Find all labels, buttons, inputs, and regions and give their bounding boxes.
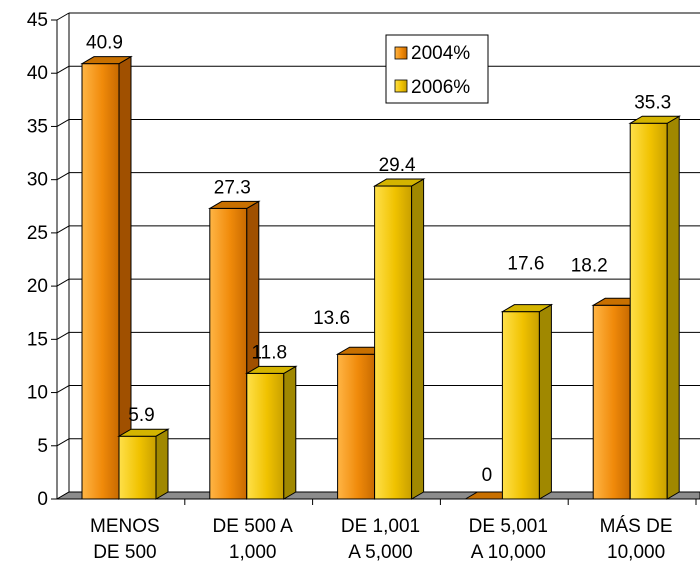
legend-label-2004: 2004% [411,43,470,64]
gridline-slant [56,278,70,287]
data-label: 35.3 [634,92,671,113]
x-tick-label: MENOS DE 500 [90,516,160,563]
bar-front [592,304,631,500]
x-tick-label: DE 1,001 A 5,000 [341,516,420,563]
data-label: 29.4 [379,155,416,176]
bar-front [629,122,668,500]
bars [80,55,682,500]
bar-top [117,428,170,437]
bar [80,55,133,500]
data-labels: 40.9 5.9 27.3 11.8 13.6 29.4 0 17.6 18.2 35.3 [86,33,671,486]
bar-top [244,365,298,374]
legend-swatch-2006 [394,79,408,93]
y-tick-label: 40 [27,63,48,84]
bar-top [628,115,682,124]
data-label: 18.2 [571,255,608,276]
x-tick-label: DE 5,001 A 10,000 [469,516,548,563]
gridline-slant [56,12,70,21]
y-tick-label: 5 [37,436,48,457]
data-label: 11.8 [252,342,288,363]
bar [500,303,554,500]
gridline-slant [56,385,70,393]
bar-top [372,178,426,187]
bar-top [500,304,554,313]
bar [244,365,298,500]
y-tick-label: 45 [27,10,48,31]
data-label: 5.9 [128,405,154,426]
bar-side [666,115,680,500]
x-tick-label: DE 500 A 1,000 [213,516,294,563]
bar-front [246,372,285,500]
bar-side [411,178,425,500]
bar-side [155,428,169,500]
y-tick-label: 10 [27,383,48,404]
bar [372,178,426,500]
bar [117,428,170,500]
y-tick-label: 35 [27,116,48,137]
gridline-slant [56,65,70,74]
bar-top [80,56,133,65]
bar-front [374,185,413,500]
y-tick-label: 20 [27,276,48,297]
bar-side [538,303,552,500]
legend-label-2006: 2006% [411,77,470,98]
data-label: 27.3 [214,177,251,198]
bar-front [118,435,157,500]
legend: 2004% 2006% [385,34,489,104]
x-tick-label: MÁS DE 10,000 [600,516,673,563]
data-label: 17.6 [507,254,544,275]
gridline-slant [56,172,70,181]
gridline-slant [56,438,70,447]
y-tick-label: 0 [37,489,48,510]
data-label: 13.6 [313,308,350,329]
y-axis: 0 5 10 15 20 25 30 35 40 45 [27,10,58,510]
bar-side [283,365,297,500]
bar-top [207,200,261,209]
y-tick-label: 30 [27,170,48,191]
bar-front [501,311,540,500]
bar-front [81,63,120,500]
y-tick-label: 25 [27,223,48,244]
gridline-slant [56,331,70,340]
x-axis-ticks: MENOS DE 500 DE 500 A 1,000 DE 1,001 A 5,000 D… [90,499,697,563]
data-label: 40.9 [86,33,123,54]
y-tick-label: 15 [27,329,48,350]
bar [628,115,682,500]
data-label: 0 [482,465,493,486]
bar-front [337,353,376,500]
bar [207,200,261,500]
gridline-slant [56,119,70,127]
gridline-slant [56,225,70,234]
legend-swatch-2004 [394,46,408,60]
bar-front [209,207,248,500]
